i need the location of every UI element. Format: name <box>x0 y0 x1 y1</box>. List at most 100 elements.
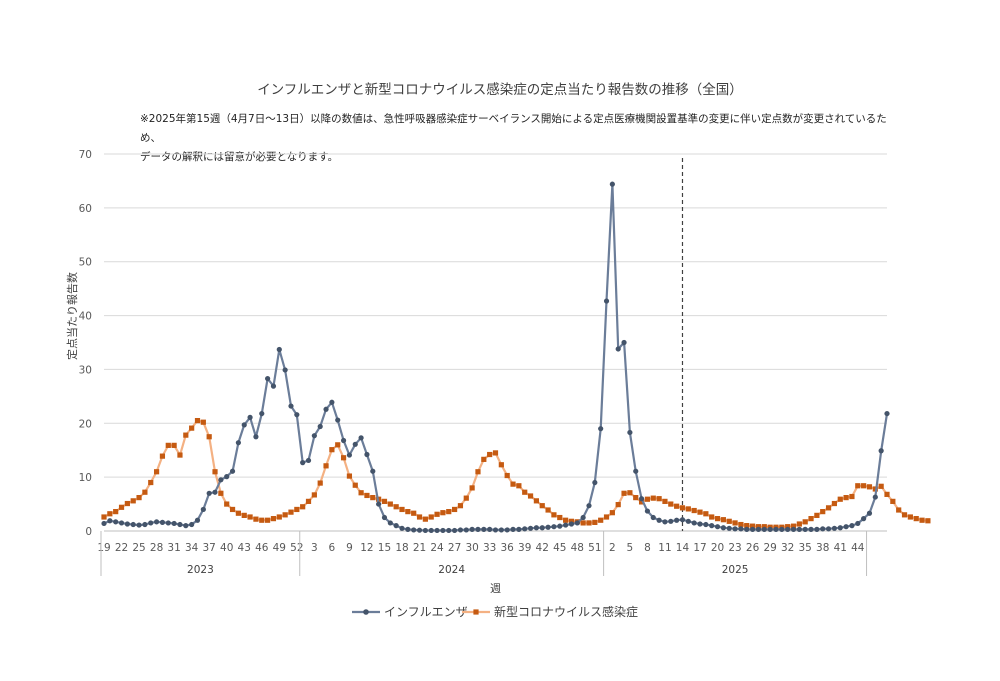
influenza-data-point <box>492 527 499 533</box>
x-tick-label: 46 <box>255 542 269 554</box>
covid-data-point <box>907 514 913 520</box>
covid-data-point <box>358 490 364 496</box>
influenza-data-point <box>504 527 510 533</box>
x-tick-label: 29 <box>763 542 776 554</box>
covid-data-point <box>153 469 160 475</box>
influenza-data-point <box>189 521 195 528</box>
influenza-data-point <box>568 521 575 527</box>
covid-data-point <box>189 425 195 431</box>
covid-data-point <box>802 519 808 525</box>
x-tick-label: 30 <box>465 542 478 554</box>
covid-data-point <box>440 510 446 516</box>
covid-data-point <box>592 519 598 525</box>
covid-data-point <box>919 517 925 523</box>
covid-data-point <box>194 417 201 424</box>
influenza-data-point <box>434 527 440 534</box>
influenza-data-point <box>592 479 598 486</box>
influenza-data-point <box>370 468 376 474</box>
x-tick-label: 49 <box>273 542 286 554</box>
covid-data-point <box>130 498 136 504</box>
x-tick-label: 3 <box>311 542 318 554</box>
covid-data-point <box>621 490 627 496</box>
covid-data-point <box>732 520 738 526</box>
y-tick-label: 40 <box>79 311 92 323</box>
x-tick-label: 43 <box>238 542 251 554</box>
x-tick-label: 39 <box>518 542 531 554</box>
influenza-data-point <box>405 526 411 532</box>
covid-data-point <box>463 495 469 501</box>
influenza-data-point <box>755 526 762 532</box>
covid-data-point <box>428 514 434 520</box>
covid-data-point <box>387 501 393 507</box>
influenza-data-point <box>527 525 534 531</box>
influenza-data-point <box>229 468 236 474</box>
note-line-1: ※2025年第15週（4月7日～13日）以降の数値は、急性呼吸器感染症サーベイラ… <box>140 113 887 144</box>
influenza-data-point <box>872 494 878 500</box>
covid-data-point <box>831 500 838 507</box>
influenza-data-point <box>808 526 814 532</box>
x-tick-label: 34 <box>185 542 199 554</box>
covid-data-point <box>282 512 288 518</box>
covid-data-point <box>825 505 832 511</box>
x-tick-label: 9 <box>346 542 353 554</box>
covid-data-point <box>820 509 826 515</box>
covid-data-point <box>568 518 575 524</box>
influenza-data-point <box>457 527 464 533</box>
influenza-data-point <box>750 526 756 532</box>
covid-data-point <box>487 451 493 458</box>
x-tick-label: 38 <box>816 542 829 554</box>
covid-data-point <box>136 495 142 501</box>
influenza-data-point <box>224 474 230 480</box>
covid-data-point <box>270 516 277 522</box>
covid-data-point <box>510 481 516 487</box>
influenza-data-point <box>142 521 148 528</box>
x-tick-label: 27 <box>448 542 461 554</box>
covid-data-point <box>235 510 241 516</box>
influenza-data-point <box>136 522 142 528</box>
covid-data-point <box>533 498 540 504</box>
influenza-data-point <box>574 520 580 526</box>
influenza-data-point <box>790 526 797 532</box>
influenza-data-point <box>241 422 247 428</box>
x-tick-label: 6 <box>329 542 336 554</box>
influenza-data-point <box>335 417 341 423</box>
covid-data-point <box>650 495 656 501</box>
influenza-data-point <box>516 526 522 532</box>
covid-data-point <box>218 490 224 496</box>
influenza-data-point <box>259 410 265 417</box>
covid-data-point <box>311 492 317 498</box>
influenza-data-point <box>615 346 621 352</box>
influenza-data-point <box>884 410 890 417</box>
x-tick-label: 18 <box>395 542 408 554</box>
covid-data-point <box>750 523 756 529</box>
covid-data-point <box>861 483 867 489</box>
influenza-data-point <box>346 452 353 458</box>
influenza-data-point <box>387 520 393 526</box>
covid-data-point <box>644 496 651 502</box>
influenza-data-point <box>177 521 183 528</box>
x-tick-label: 14 <box>676 542 690 554</box>
influenza-data-point <box>183 523 189 529</box>
influenza-data-point <box>253 434 259 440</box>
influenza-data-point <box>662 519 668 525</box>
influenza-data-point <box>276 346 282 353</box>
covid-data-point <box>901 512 908 518</box>
influenza-data-point <box>329 399 335 405</box>
y-tick-label: 60 <box>79 203 92 215</box>
influenza-data-point <box>825 526 832 532</box>
influenza-data-point <box>235 440 241 446</box>
covid-series-line <box>103 419 929 529</box>
influenza-data-point <box>288 403 294 409</box>
covid-data-point <box>738 521 744 528</box>
covid-data-point <box>276 514 282 520</box>
influenza-data-point <box>113 519 119 525</box>
covid-data-point <box>679 505 686 511</box>
covid-data-point <box>340 455 347 461</box>
covid-data-point <box>446 509 452 515</box>
covid-data-point <box>469 485 475 491</box>
covid-data-point <box>674 503 680 509</box>
covid-data-point <box>492 450 499 456</box>
influenza-data-point <box>399 525 405 531</box>
x-tick-label: 33 <box>483 542 496 554</box>
influenza-data-point <box>609 181 615 187</box>
